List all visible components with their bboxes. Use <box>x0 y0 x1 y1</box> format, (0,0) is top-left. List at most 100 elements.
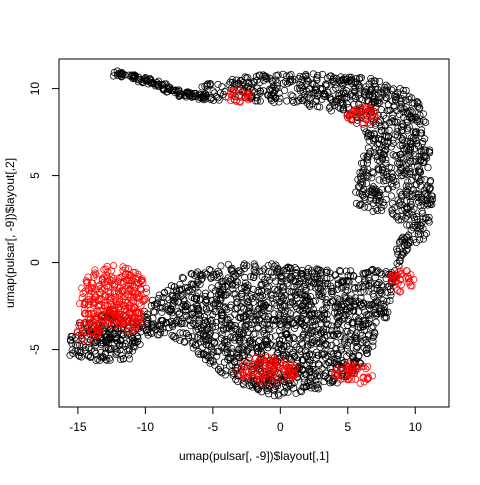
data-point <box>182 307 190 315</box>
data-point <box>281 86 289 94</box>
data-point <box>356 82 364 90</box>
data-point <box>376 197 384 205</box>
data-point <box>360 300 368 308</box>
data-point <box>214 365 223 374</box>
data-point <box>340 375 348 383</box>
data-point <box>341 293 349 302</box>
data-point <box>262 335 270 343</box>
data-point <box>320 342 328 350</box>
data-point <box>254 287 262 295</box>
data-point <box>372 113 380 121</box>
data-point <box>142 284 150 292</box>
data-point <box>380 308 388 316</box>
data-point <box>125 309 133 317</box>
data-point <box>360 336 368 344</box>
data-point <box>242 279 250 287</box>
data-point <box>258 292 267 300</box>
data-point <box>313 74 321 82</box>
data-point <box>402 86 410 95</box>
data-point <box>81 310 89 318</box>
data-point <box>322 319 330 327</box>
data-point <box>262 291 270 299</box>
data-point <box>284 388 292 396</box>
data-point <box>228 280 236 288</box>
data-point <box>320 306 328 314</box>
data-point <box>81 306 89 314</box>
data-point <box>261 302 269 310</box>
data-point <box>187 270 195 278</box>
data-point <box>149 296 157 304</box>
data-point <box>228 321 236 329</box>
data-point <box>143 75 151 83</box>
data-point <box>253 384 261 392</box>
data-point <box>237 299 245 307</box>
data-point <box>375 166 383 174</box>
data-point <box>309 305 317 313</box>
data-point <box>248 291 256 299</box>
data-point <box>350 272 358 280</box>
data-point <box>387 277 395 285</box>
data-point <box>283 280 291 288</box>
data-point <box>226 320 234 328</box>
data-point <box>177 317 185 325</box>
data-point <box>269 386 277 394</box>
data-point <box>283 97 291 105</box>
data-point <box>163 305 171 313</box>
data-point <box>272 76 280 84</box>
data-point <box>308 100 316 108</box>
data-point <box>81 309 89 317</box>
data-point <box>142 295 150 303</box>
data-point <box>198 275 206 283</box>
data-point <box>331 371 339 379</box>
data-point <box>421 146 430 154</box>
data-point <box>344 104 352 112</box>
data-point <box>352 199 361 208</box>
data-point <box>362 86 371 94</box>
data-point <box>395 257 404 265</box>
data-point <box>334 300 342 308</box>
data-point <box>372 311 380 319</box>
data-point <box>215 269 223 277</box>
data-point <box>94 303 102 311</box>
data-point <box>336 375 344 384</box>
data-point <box>398 126 406 134</box>
data-point <box>348 375 356 383</box>
data-point <box>237 330 245 338</box>
data-point <box>124 265 132 273</box>
data-point <box>197 276 205 284</box>
data-point <box>327 107 335 115</box>
data-point <box>121 302 129 310</box>
x-tick-label: -5 <box>208 420 219 434</box>
data-point <box>102 265 110 273</box>
data-point <box>278 375 286 383</box>
data-point <box>182 302 190 310</box>
data-point <box>183 89 191 97</box>
data-point <box>383 87 391 95</box>
data-point <box>102 355 110 364</box>
data-point <box>233 367 241 375</box>
data-point <box>144 325 152 333</box>
data-point <box>251 262 259 270</box>
data-point <box>379 296 387 304</box>
data-point <box>214 290 222 299</box>
data-point <box>414 162 422 170</box>
data-point <box>382 159 390 167</box>
data-point <box>98 276 106 284</box>
data-point <box>245 307 253 315</box>
data-point <box>340 277 348 285</box>
data-point <box>214 300 222 308</box>
data-point <box>419 209 427 217</box>
data-point <box>222 291 230 299</box>
data-point <box>356 379 364 387</box>
data-point <box>384 173 392 181</box>
data-point <box>269 361 277 369</box>
data-point <box>253 97 262 105</box>
data-point <box>176 285 184 293</box>
data-point <box>333 313 341 321</box>
data-point <box>227 96 235 105</box>
data-point <box>335 92 343 100</box>
data-point <box>258 388 266 396</box>
data-point <box>402 247 411 255</box>
data-point <box>237 365 245 373</box>
